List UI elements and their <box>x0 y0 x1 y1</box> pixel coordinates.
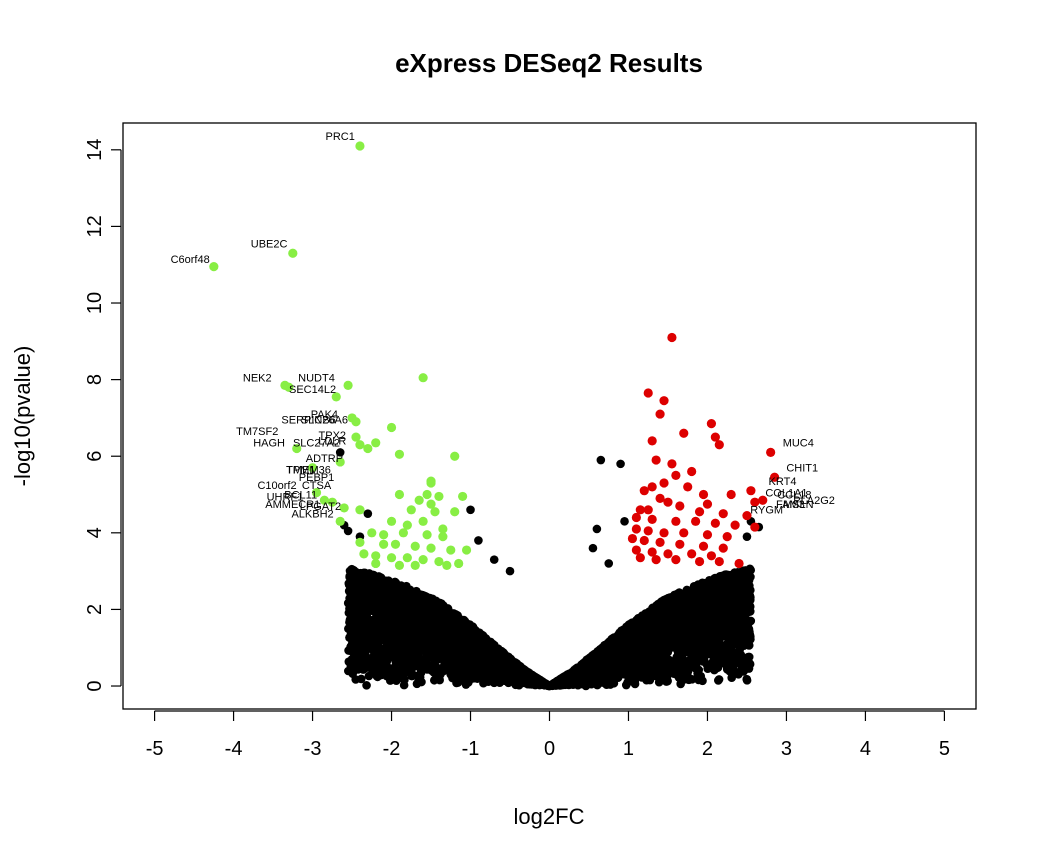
cloud-point <box>390 631 400 641</box>
cloud-point <box>729 602 738 611</box>
cloud-point <box>504 678 513 688</box>
cloud-point <box>391 665 401 674</box>
cloud-point <box>346 620 356 630</box>
cloud-point <box>420 600 430 609</box>
cloud-point <box>346 661 356 671</box>
cloud-point <box>344 646 353 655</box>
cloud-point <box>614 664 624 674</box>
cloud-point <box>461 619 470 629</box>
cloud-point <box>444 605 453 615</box>
cloud-point <box>479 662 489 672</box>
cloud-point <box>353 665 363 674</box>
cloud-point <box>623 658 633 667</box>
cloud-point <box>651 652 661 661</box>
cloud-point <box>744 664 754 673</box>
cloud-point <box>364 642 374 651</box>
cloud-point <box>665 658 675 667</box>
cloud-point <box>688 656 698 665</box>
cloud-point <box>717 627 726 637</box>
cloud-point <box>377 577 386 586</box>
cloud-point <box>466 674 476 684</box>
cloud-point <box>606 662 616 672</box>
cloud-point <box>719 611 729 621</box>
cloud-point <box>417 645 426 654</box>
cloud-point <box>409 633 418 642</box>
cloud-point <box>720 620 730 630</box>
cloud-point <box>729 666 739 676</box>
cloud-point <box>415 673 425 682</box>
cloud-point <box>376 664 386 673</box>
cloud-point <box>663 647 673 657</box>
cloud-point <box>650 630 660 639</box>
cloud-point <box>356 674 366 684</box>
cloud-point <box>405 623 415 633</box>
cloud-point <box>398 663 408 673</box>
cloud-point <box>722 665 732 674</box>
cloud-point <box>726 587 736 596</box>
cloud-point <box>367 580 376 590</box>
cloud-point <box>701 598 711 607</box>
plot-frame <box>122 122 977 710</box>
cloud-point <box>729 576 739 586</box>
cloud-point <box>663 602 673 612</box>
chart-title: eXpress DESeq2 Results <box>395 48 703 78</box>
cloud-point <box>733 591 743 601</box>
cloud-point <box>497 660 506 670</box>
cloud-point <box>429 659 439 669</box>
cloud-point <box>419 617 429 626</box>
cloud-point <box>489 671 498 680</box>
cloud-point <box>356 646 366 656</box>
cloud-point <box>650 659 660 668</box>
cloud-point <box>726 653 735 662</box>
cloud-point <box>452 673 461 683</box>
cloud-point <box>700 579 710 588</box>
cloud-point <box>704 662 713 672</box>
cloud-point <box>727 673 736 683</box>
cloud-point <box>663 640 673 649</box>
cloud-point <box>742 674 752 684</box>
cloud-point <box>689 582 699 591</box>
cloud-point <box>354 619 363 629</box>
cloud-point <box>619 625 629 634</box>
cloud-point <box>682 671 692 680</box>
cloud-point <box>626 668 636 678</box>
cloud-point <box>347 654 357 664</box>
cloud-point <box>744 652 754 662</box>
cloud-point <box>676 679 685 689</box>
cloud-point <box>423 661 432 670</box>
cloud-point <box>391 658 401 667</box>
cloud-point <box>437 599 446 608</box>
cloud-point <box>621 680 631 690</box>
cloud-point <box>343 598 353 608</box>
cloud-point <box>406 612 416 622</box>
cloud-point <box>391 643 400 653</box>
cloud-point <box>364 671 374 681</box>
cloud-point <box>378 635 388 644</box>
background-cloud-layer <box>335 448 764 691</box>
cloud-point <box>363 601 372 611</box>
cloud-point <box>710 649 720 659</box>
cloud-point <box>652 601 661 610</box>
cloud-point <box>362 681 371 690</box>
cloud-point <box>345 633 354 642</box>
cloud-point <box>347 566 356 576</box>
cloud-point <box>713 657 722 667</box>
cloud-point <box>714 675 724 684</box>
cloud-point <box>735 652 745 662</box>
cloud-point <box>468 622 477 631</box>
cloud-point <box>654 667 664 676</box>
cloud-point <box>685 641 694 651</box>
cloud-point <box>385 652 395 661</box>
cloud-point <box>412 661 422 671</box>
